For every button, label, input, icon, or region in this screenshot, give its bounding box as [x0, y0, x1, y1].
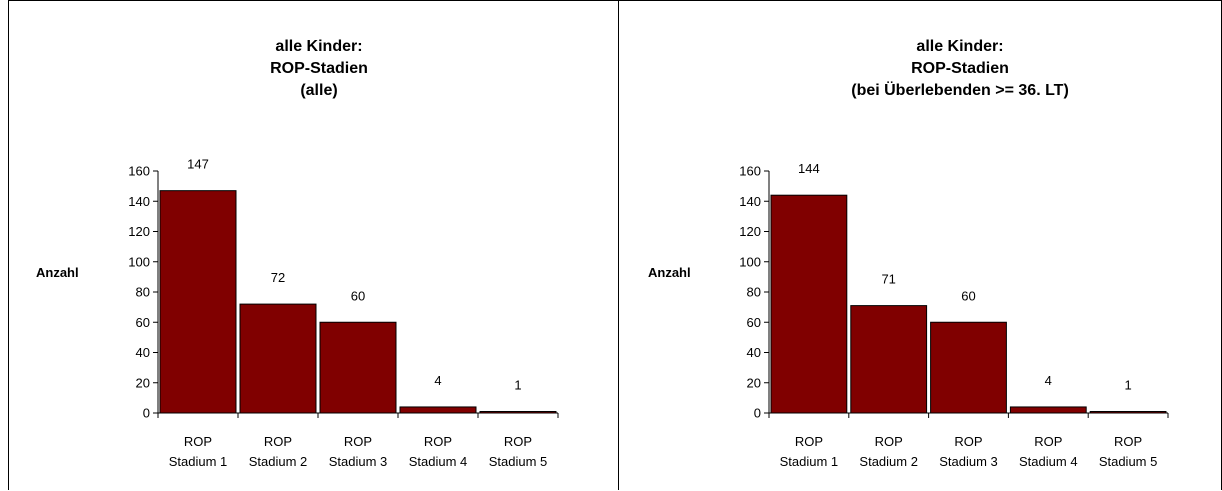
chart-panel-survivors: alle Kinder: ROP-Stadien (bei Überlebenden…	[619, 0, 1222, 490]
y-tick-label: 0	[754, 406, 761, 421]
y-tick-label: 80	[136, 285, 150, 300]
bar	[319, 321, 397, 414]
x-tick-label: Stadium 4	[1019, 454, 1078, 469]
y-tick-label: 100	[128, 254, 150, 269]
chart-svg-survivors: alle Kinder: ROP-Stadien (bei Überlebenden…	[648, 38, 1169, 469]
bar	[159, 190, 237, 414]
y-tick-label: 160	[739, 164, 761, 179]
x-tick-label: Stadium 4	[409, 454, 468, 469]
y-tick-label: 160	[128, 164, 150, 179]
bar	[930, 321, 1007, 414]
bar	[770, 194, 848, 414]
y-tick-label: 100	[739, 254, 761, 269]
y-tick-label: 120	[739, 224, 761, 239]
data-label: 144	[798, 161, 820, 176]
data-label: 72	[271, 270, 285, 285]
x-tick-label: Stadium 2	[859, 454, 918, 469]
x-tick-label: ROP	[954, 434, 982, 449]
y-axis-label: Anzahl	[648, 265, 691, 280]
y-axis-label: Anzahl	[36, 265, 79, 280]
x-tick-label: ROP	[875, 434, 903, 449]
bar	[1089, 410, 1167, 414]
y-tick-label: 140	[739, 194, 761, 209]
y-tick-label: 0	[143, 406, 150, 421]
chart-title-line: (alle)	[300, 82, 337, 99]
x-tick-label: ROP	[344, 434, 372, 449]
data-label: 1	[514, 377, 521, 392]
y-tick-label: 120	[128, 224, 150, 239]
data-label: 4	[1045, 373, 1052, 388]
chart-title-line: alle Kinder:	[275, 38, 362, 55]
y-tick-label: 40	[747, 345, 761, 360]
y-tick-label: 20	[136, 375, 150, 390]
chart-title-line: (bei Überlebenden >= 36. LT)	[851, 80, 1069, 99]
x-tick-label: Stadium 1	[780, 454, 839, 469]
x-tick-label: ROP	[1114, 434, 1142, 449]
data-label: 60	[351, 288, 365, 303]
data-label: 71	[881, 272, 895, 287]
chart-title-line: alle Kinder:	[916, 38, 1003, 55]
data-label: 4	[434, 373, 441, 388]
y-tick-label: 20	[747, 375, 761, 390]
x-tick-label: ROP	[1034, 434, 1062, 449]
bar	[1009, 406, 1087, 414]
y-tick-label: 80	[747, 285, 761, 300]
bar	[850, 305, 928, 414]
x-tick-label: Stadium 5	[489, 454, 548, 469]
x-tick-label: Stadium 2	[249, 454, 308, 469]
chart-title-line: ROP-Stadien	[911, 60, 1009, 77]
y-tick-label: 140	[128, 194, 150, 209]
y-tick-label: 60	[136, 315, 150, 330]
x-tick-label: Stadium 5	[1099, 454, 1158, 469]
y-tick-label: 40	[136, 345, 150, 360]
x-tick-label: ROP	[184, 434, 212, 449]
y-tick-label: 60	[747, 315, 761, 330]
data-label: 147	[187, 157, 209, 172]
chart-title-line: ROP-Stadien	[270, 60, 368, 77]
chart-svg-all: alle Kinder: ROP-Stadien (alle) Anzahl 0 20 40…	[36, 38, 559, 469]
x-tick-label: ROP	[264, 434, 292, 449]
x-tick-label: ROP	[424, 434, 452, 449]
bar	[399, 406, 477, 414]
data-label: 60	[961, 288, 975, 303]
x-tick-label: Stadium 3	[329, 454, 388, 469]
x-tick-label: ROP	[795, 434, 823, 449]
x-tick-label: Stadium 1	[169, 454, 228, 469]
data-label: 1	[1124, 377, 1131, 392]
chart-panel-all: alle Kinder: ROP-Stadien (alle) Anzahl 0 20 40…	[8, 0, 619, 490]
bar	[479, 410, 557, 414]
bar	[239, 303, 317, 414]
x-tick-label: Stadium 3	[939, 454, 998, 469]
x-tick-label: ROP	[504, 434, 532, 449]
